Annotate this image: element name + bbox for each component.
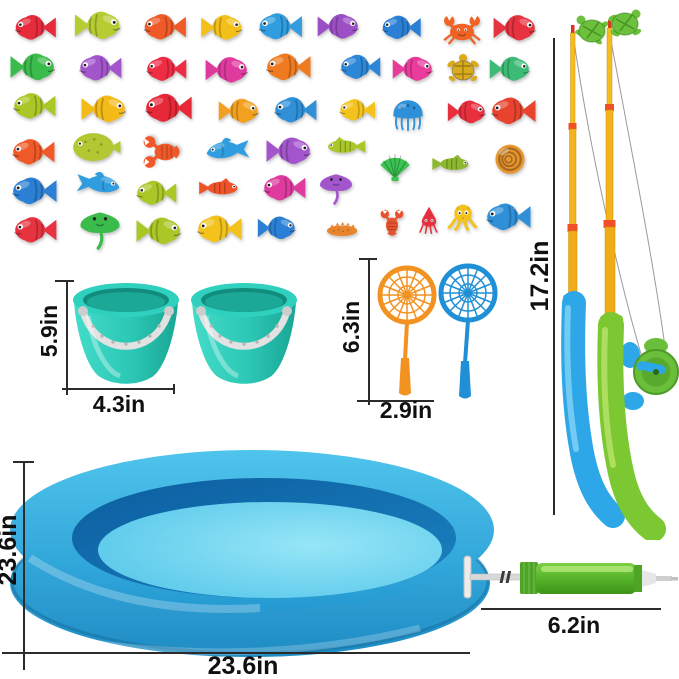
- longfish-toy: [199, 178, 238, 195]
- turtle-toy: [447, 53, 479, 82]
- fish-toy: [10, 53, 56, 81]
- pool-height-line: [23, 462, 25, 670]
- rod-length-label: 17.2in: [526, 240, 554, 312]
- net-height-line: [368, 259, 370, 405]
- cucumber-toy: [326, 222, 358, 236]
- fish-toy: [490, 97, 536, 125]
- fish-toy: [11, 177, 57, 205]
- fish-toy: [392, 56, 433, 81]
- fish-toy: [489, 56, 530, 81]
- net-orange: [377, 265, 437, 396]
- bucket-right: [191, 283, 297, 384]
- crab-toy: [443, 14, 481, 45]
- stingray-toy: [80, 212, 120, 250]
- fish-toy: [317, 13, 359, 39]
- net-blue: [438, 263, 498, 399]
- squid-toy: [419, 206, 438, 234]
- bucket-left: [73, 283, 179, 384]
- fish-toy: [339, 99, 375, 121]
- bucket-height-line: [66, 281, 68, 395]
- fish-toy: [14, 217, 57, 243]
- fish-toy: [485, 203, 531, 231]
- shell-toy: [380, 154, 410, 182]
- rod-green: [597, 20, 679, 540]
- fish-toy: [13, 93, 56, 119]
- fish-toy: [81, 95, 127, 123]
- jellyfish-toy: [393, 100, 423, 132]
- sand-buckets: [64, 274, 309, 392]
- fish-toy: [74, 11, 121, 39]
- fish-toy-grid: [0, 0, 679, 260]
- rod-blue: [561, 25, 625, 528]
- longfish-toy: [328, 136, 366, 153]
- fish-toy: [340, 54, 381, 79]
- fish-toy: [136, 217, 182, 245]
- octopus-toy: [447, 204, 478, 231]
- fish-toy: [493, 15, 536, 41]
- fish-toy: [79, 55, 122, 81]
- pool-width-line: [2, 652, 470, 654]
- longfish-toy: [432, 154, 469, 170]
- pump-length-label: 6.2in: [547, 612, 601, 638]
- net-height-label: 6.3in: [338, 300, 364, 354]
- inflatable-pool: [10, 450, 494, 657]
- fish-toy: [196, 215, 242, 243]
- fish-toy: [274, 97, 317, 123]
- fish-toy: [12, 139, 55, 165]
- pool-width-label: 23.6in: [207, 652, 279, 679]
- fish-toy: [144, 93, 192, 122]
- fish-toy: [263, 175, 306, 201]
- rod-length-line: [553, 38, 555, 515]
- air-pump: [463, 555, 678, 599]
- bucket-height-label: 5.9in: [36, 304, 62, 358]
- fish-toy: [146, 56, 187, 81]
- dolphin-toy: [206, 137, 250, 159]
- fish-toy: [143, 14, 186, 40]
- fish-toy: [447, 100, 486, 124]
- fish-toy: [381, 15, 421, 39]
- bucket-height-top-tick: [55, 280, 74, 282]
- fish-toy: [258, 13, 302, 40]
- bucket-width-end-tick: [173, 384, 175, 394]
- bucket-width-label: 4.3in: [92, 391, 146, 417]
- fishing-nets: [377, 263, 498, 399]
- fish-toy: [136, 180, 177, 205]
- lobster-toy: [380, 209, 404, 236]
- net-height-top-tick: [359, 258, 377, 260]
- turtle-bait-right: [608, 9, 642, 37]
- spiral-toy: [495, 144, 525, 174]
- net-width-label: 2.9in: [379, 397, 433, 423]
- dolphin-toy: [76, 171, 120, 193]
- pool-height-top-tick: [13, 461, 34, 463]
- fish-toy: [14, 14, 56, 40]
- lobster-toy: [143, 136, 180, 168]
- pump-length-line: [481, 608, 661, 610]
- turtle-bait-left: [575, 15, 609, 45]
- stingray-toy: [320, 174, 352, 205]
- fishing-rods: [561, 9, 679, 540]
- oval-toy: [73, 133, 121, 162]
- fish-toy: [205, 57, 248, 83]
- fish-toy: [218, 98, 259, 123]
- fish-toy: [201, 14, 243, 40]
- fish-toy: [265, 53, 311, 81]
- bucket-width-line: [62, 388, 174, 390]
- fish-toy: [257, 216, 296, 240]
- pool-height-label: 23.6in: [0, 514, 22, 586]
- net-width-line: [357, 400, 434, 402]
- reel: [633, 338, 679, 395]
- fish-toy: [266, 137, 312, 165]
- fishing-lines: [572, 21, 666, 362]
